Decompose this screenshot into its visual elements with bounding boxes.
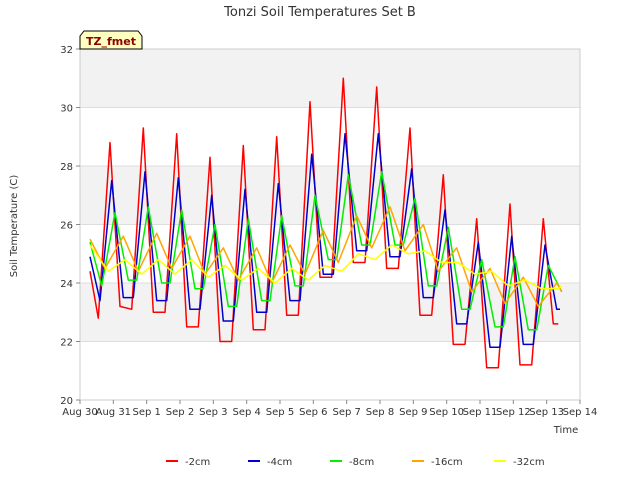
plot-band: [80, 224, 580, 283]
x-tick-label: Sep 10: [429, 407, 464, 418]
legend-label: -8cm: [349, 457, 374, 468]
x-tick-label: Sep 7: [332, 407, 360, 418]
legend-label: -32cm: [513, 457, 545, 468]
y-axis-label: Soil Temperature (C): [9, 175, 20, 278]
y-tick-label: 26: [60, 221, 73, 232]
x-tick-label: Sep 2: [166, 407, 194, 418]
y-tick-label: 20: [60, 396, 73, 407]
legend-label: -2cm: [185, 457, 210, 468]
legend-label: -4cm: [267, 457, 292, 468]
series-line-16cmcm: [89, 206, 563, 308]
x-tick-label: Sep 4: [232, 407, 260, 418]
y-tick-label: 22: [60, 338, 73, 349]
y-axis-ticks: 20 22 24 26 28 30 32: [60, 45, 80, 407]
x-tick-label: Sep 13: [529, 407, 564, 418]
tag-label: TZ_fmet: [86, 35, 136, 48]
plot-band: [80, 49, 580, 108]
plot-band: [80, 166, 580, 225]
y-tick-label: 28: [60, 162, 73, 173]
x-tick-label: Sep 14: [563, 407, 598, 418]
legend-label: -16cm: [431, 457, 463, 468]
tag-box-shape: [79, 30, 143, 50]
plot-background: [80, 49, 580, 400]
plot-band: [80, 107, 580, 166]
series-line-4cmcm: [89, 133, 560, 349]
chart-title: Tonzi Soil Temperatures Set B: [223, 5, 416, 20]
series-group: [89, 77, 563, 369]
legend: -2cm -4cm -8cm -16cm -32cm: [166, 457, 545, 468]
y-tick-label: 30: [60, 104, 73, 115]
x-axis-label: Time: [553, 425, 578, 436]
x-tick-label: Sep 3: [199, 407, 227, 418]
series-line-32cmcm: [89, 244, 563, 290]
x-tick-label: Sep 11: [463, 407, 498, 418]
y-tick-label: 24: [60, 279, 73, 290]
series-line-8cmcm: [89, 171, 563, 331]
x-tick-label: Sep 6: [299, 407, 327, 418]
x-tick-label: Sep 8: [366, 407, 394, 418]
tag-box: TZ_fmet: [79, 30, 143, 50]
x-tick-label: Aug 30: [62, 407, 97, 418]
x-tick-label: Aug 31: [96, 407, 131, 418]
x-tick-label: Sep 1: [132, 407, 160, 418]
x-tick-label: Sep 12: [496, 407, 531, 418]
x-tick-label: Sep 9: [399, 407, 427, 418]
plot-band: [80, 341, 580, 400]
y-tick-label: 32: [60, 45, 73, 56]
x-tick-label: Sep 5: [266, 407, 294, 418]
